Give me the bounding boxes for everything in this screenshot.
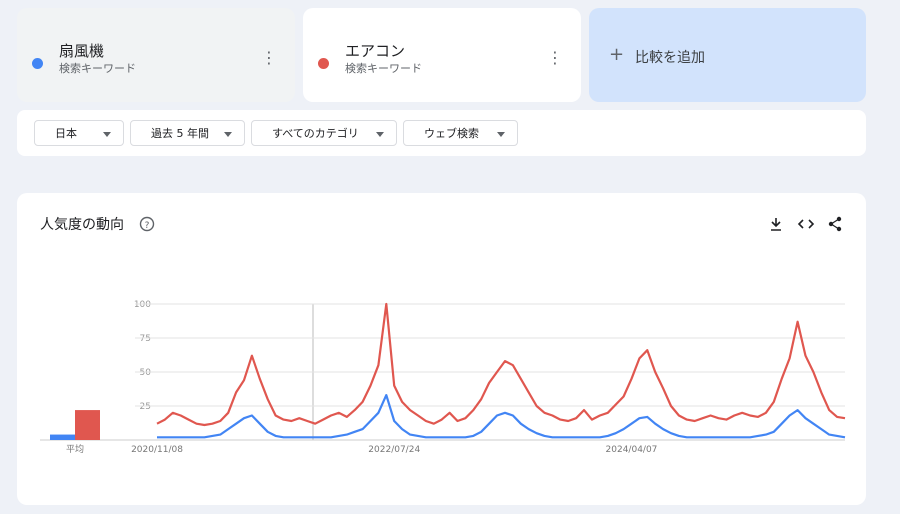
average-bar (50, 434, 75, 440)
term-card[interactable]: 扇風機 検索キーワード ⋮ (17, 8, 295, 102)
average-label: 平均 (66, 443, 84, 455)
legend-dot (318, 58, 329, 69)
x-tick-label: 2020/11/08 (131, 445, 183, 455)
filter-bar: 日本 過去 5 年間 すべてのカテゴリ ウェブ検索 (17, 110, 866, 156)
x-tick-label: 2024/04/07 (606, 445, 658, 455)
svg-text:?: ? (145, 221, 150, 231)
plus-icon: + (609, 44, 625, 65)
filter[interactable]: ウェブ検索 (403, 120, 518, 146)
term: エアコン (345, 42, 406, 60)
share-icon[interactable] (828, 216, 842, 232)
term-card[interactable]: エアコン 検索キーワード ⋮ (303, 8, 581, 102)
y-tick-label: 75 (140, 334, 151, 344)
x-tick-label: 2022/07/24 (368, 445, 420, 455)
more-button[interactable]: ⋮ (547, 48, 563, 67)
download-icon[interactable] (771, 218, 781, 231)
section-title: 人気度の動向 (40, 217, 124, 233)
trend-line (157, 394, 846, 439)
add-compare-label: 比較を追加 (635, 50, 705, 66)
y-tick-label: 100 (134, 300, 151, 310)
term: 扇風機 (59, 42, 105, 60)
add-compare[interactable]: + 比較を追加 (589, 8, 866, 102)
help-icon[interactable]: ? (139, 216, 155, 232)
filter[interactable]: 過去 5 年間 (130, 120, 245, 146)
chart-panel (17, 193, 866, 505)
more-button[interactable]: ⋮ (261, 48, 277, 67)
term-kind: 検索キーワード (345, 62, 422, 75)
filter[interactable]: すべてのカテゴリ (251, 120, 397, 146)
embed-icon[interactable] (797, 219, 815, 229)
filter[interactable]: 日本 (34, 120, 124, 146)
trend-line (156, 302, 846, 427)
legend-dot (32, 58, 43, 69)
y-tick-label: 50 (140, 368, 152, 378)
average-bar (75, 410, 100, 440)
y-tick-label: 25 (140, 402, 151, 412)
term-kind: 検索キーワード (59, 62, 136, 75)
